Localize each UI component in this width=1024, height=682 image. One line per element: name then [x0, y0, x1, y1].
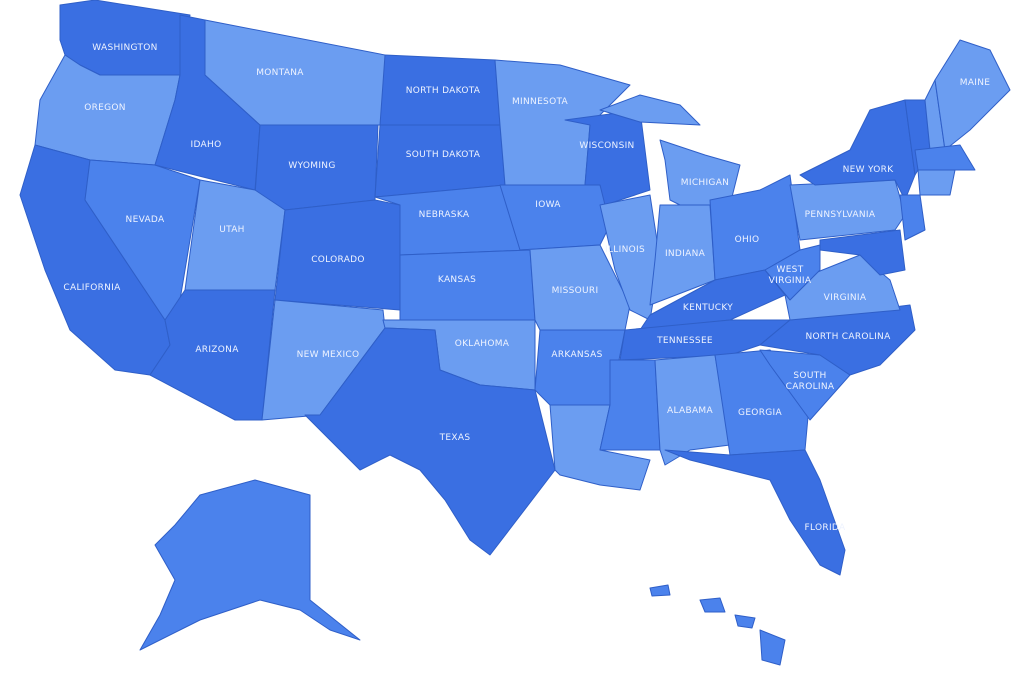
state-label-co: COLORADO: [311, 255, 365, 265]
state-hi: [649, 584, 786, 666]
state-ma: [914, 144, 976, 171]
state-label-mn: MINNESOTA: [512, 97, 569, 107]
state-wa: [59, 0, 191, 76]
state-label-nm: NEW MEXICO: [297, 350, 360, 360]
state-label-nc: NORTH CAROLINA: [805, 332, 891, 342]
state-label-in: INDIANA: [665, 249, 706, 259]
state-label-id: IDAHO: [191, 140, 222, 150]
state-ms: [599, 359, 661, 451]
state-label-ne: NEBRASKA: [419, 210, 470, 220]
state-label-ar: ARKANSAS: [551, 350, 602, 360]
state-label-me: MAINE: [960, 78, 991, 88]
state-label-ky: KENTUCKY: [683, 303, 733, 313]
state-label-ga: GEORGIA: [738, 408, 782, 418]
state-label-mo: MISSOURI: [552, 286, 599, 296]
state-ks: [399, 249, 536, 321]
state-ut: [184, 179, 286, 291]
state-label-tx: TEXAS: [439, 433, 471, 443]
state-ct: [917, 169, 956, 196]
state-label-il: ILLINOIS: [605, 245, 645, 255]
state-label-or: OREGON: [84, 103, 126, 113]
state-label-pa: PENNSYLVANIA: [805, 210, 876, 220]
state-label-ks: KANSAS: [438, 275, 476, 285]
state-label-az: ARIZONA: [195, 345, 239, 355]
state-label-mi: MICHIGAN: [681, 178, 729, 188]
state-tx: [304, 327, 556, 556]
state-shapes: [19, 0, 1011, 666]
state-label-mt: MONTANA: [256, 68, 304, 78]
state-in: [649, 204, 716, 306]
state-label-ca: CALIFORNIA: [63, 283, 121, 293]
state-label-sc: SOUTH CAROLINA: [786, 371, 835, 392]
state-az: [149, 289, 276, 421]
state-wv: [764, 244, 821, 301]
state-label-wy: WYOMING: [288, 161, 335, 171]
state-nj: [899, 194, 926, 241]
state-label-fl: FLORIDA: [805, 523, 846, 533]
state-ia: [499, 184, 616, 251]
state-label-ia: IOWA: [535, 200, 561, 210]
state-labels: WASHINGTON OREGON CALIFORNIA NEVADA IDAHO MON…: [63, 43, 990, 533]
state-ak: [139, 479, 361, 651]
state-sd: [374, 124, 506, 198]
state-label-wa: WASHINGTON: [92, 43, 157, 53]
state-label-va: VIRGINIA: [824, 293, 867, 303]
state-label-nv: NEVADA: [126, 215, 165, 225]
state-label-wv: WEST VIRGINIA: [769, 265, 812, 286]
state-label-sd: SOUTH DAKOTA: [406, 150, 481, 160]
state-md: [819, 229, 906, 276]
state-label-ok: OKLAHOMA: [455, 339, 510, 349]
state-label-nd: NORTH DAKOTA: [406, 86, 481, 96]
state-label-tn: TENNESSEE: [656, 336, 713, 346]
state-label-oh: OHIO: [735, 235, 760, 245]
state-sc: [759, 349, 851, 421]
state-wi: [564, 109, 651, 206]
state-label-wi: WISCONSIN: [579, 141, 634, 151]
state-label-ny: NEW YORK: [843, 165, 895, 175]
state-label-al: ALABAMA: [667, 406, 713, 416]
state-miu: [599, 94, 701, 126]
state-fl: [664, 449, 846, 576]
state-me: [934, 39, 1011, 151]
state-label-ut: UTAH: [219, 225, 245, 235]
